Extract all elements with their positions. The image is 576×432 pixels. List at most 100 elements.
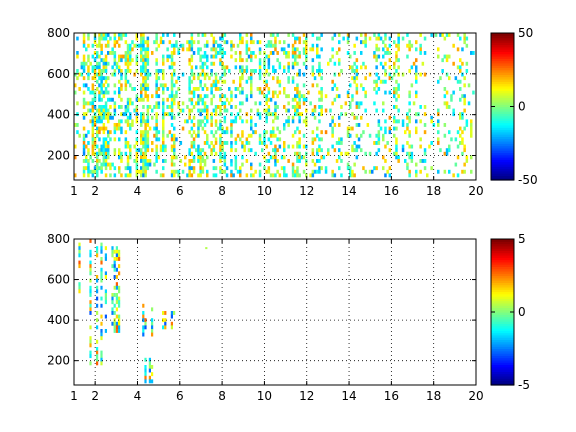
heatmap-cell [87, 54, 90, 59]
heatmap-cell [87, 69, 90, 73]
heatmap-cell [217, 87, 220, 91]
heatmap-cell [159, 36, 163, 41]
heatmap-cell [272, 130, 275, 135]
heatmap-cell [294, 130, 297, 135]
colorbar-swatch [491, 312, 514, 315]
heatmap-cell [118, 119, 121, 124]
heatmap-cell [461, 94, 464, 99]
heatmap-cell [313, 76, 317, 81]
heatmap-cell [250, 123, 253, 127]
heatmap-cell [274, 40, 277, 45]
heatmap-cell [78, 260, 81, 265]
heatmap-cell [384, 144, 387, 149]
heatmap-cell [311, 108, 315, 113]
heatmap-cell [415, 40, 418, 45]
heatmap-cell [82, 36, 86, 41]
heatmap-cell [155, 115, 158, 120]
heatmap-cell [203, 101, 207, 106]
heatmap-cells-2 [78, 239, 208, 384]
heatmap-cell [111, 264, 114, 269]
heatmap-cell [223, 51, 227, 55]
heatmap-cell [181, 47, 185, 52]
heatmap-cell [280, 155, 284, 160]
heatmap-cell [157, 69, 161, 73]
heatmap-cell [98, 97, 101, 102]
heatmap-cell [144, 357, 147, 362]
colorbar-swatch [491, 327, 514, 331]
colorbar-swatch [491, 300, 514, 304]
heatmap-cell [214, 83, 218, 88]
heatmap-cell [437, 141, 440, 145]
heatmap-cell [291, 54, 295, 59]
heatmap-cell [157, 105, 161, 109]
heatmap-cell [247, 133, 251, 138]
heatmap-cell [93, 36, 97, 41]
heatmap-cell [98, 72, 101, 77]
heatmap-cell [80, 61, 84, 66]
heatmap-cell [265, 101, 268, 106]
heatmap-cell [272, 133, 275, 138]
heatmap-cell [294, 151, 297, 156]
heatmap-cell [423, 148, 427, 153]
colorbar-swatch [491, 154, 514, 158]
heatmap-cell [291, 115, 295, 120]
colorbar-swatch [491, 159, 514, 163]
colorbar-swatch [491, 150, 514, 154]
heatmap-cell [89, 285, 92, 290]
heatmap-cell [181, 72, 185, 77]
heatmap-cell [140, 69, 143, 73]
heatmap-cell [305, 162, 308, 167]
heatmap-cell [344, 112, 348, 117]
heatmap-cell [298, 137, 301, 142]
heatmap-cell [395, 105, 398, 109]
heatmap-cell [98, 126, 101, 131]
heatmap-cell [234, 94, 238, 99]
heatmap-cell [197, 151, 200, 156]
heatmap-cell [135, 130, 139, 135]
heatmap-cell [170, 112, 174, 117]
heatmap-cell [294, 169, 297, 174]
heatmap-cell [302, 72, 306, 77]
heatmap-cell [190, 126, 194, 131]
heatmap-cell [100, 357, 103, 362]
heatmap-cell [159, 173, 163, 178]
heatmap-cell [357, 123, 361, 127]
heatmap-cell [452, 108, 455, 113]
heatmap-cell [140, 151, 143, 156]
heatmap-cell [355, 83, 359, 88]
heatmap-cell [423, 51, 427, 55]
heatmap-cell [305, 144, 308, 149]
heatmap-cell [239, 115, 242, 120]
heatmap-cell [162, 137, 165, 142]
heatmap-cell [377, 148, 381, 153]
heatmap-cell [311, 173, 315, 178]
heatmap-cell [115, 246, 118, 251]
heatmap-cell [203, 151, 207, 156]
heatmap-cell [340, 112, 343, 117]
heatmap-cell [214, 130, 218, 135]
heatmap-cell [82, 61, 86, 66]
heatmap-cell [111, 65, 114, 70]
heatmap-cell [313, 115, 317, 120]
colorbar-swatch [491, 286, 514, 290]
heatmap-cell [89, 339, 92, 344]
heatmap-cell [115, 325, 118, 330]
heatmap-cell [388, 65, 392, 70]
heatmap-cell [318, 159, 321, 163]
heatmap-cell [144, 144, 147, 149]
heatmap-cell [120, 36, 123, 41]
heatmap-cell [448, 76, 451, 81]
heatmap-cell [331, 133, 334, 138]
heatmap-cell [203, 61, 207, 66]
heatmap-cell [113, 51, 117, 55]
heatmap-cell [360, 148, 363, 153]
heatmap-cell [120, 130, 123, 135]
heatmap-cell [283, 173, 286, 178]
heatmap-cell [382, 133, 385, 138]
heatmap-cell [148, 72, 152, 77]
heatmap-cell [100, 257, 103, 261]
heatmap-cell [210, 47, 213, 52]
heatmap-cell [313, 162, 317, 167]
heatmap-cell [230, 47, 233, 52]
heatmap-cell [199, 159, 202, 163]
